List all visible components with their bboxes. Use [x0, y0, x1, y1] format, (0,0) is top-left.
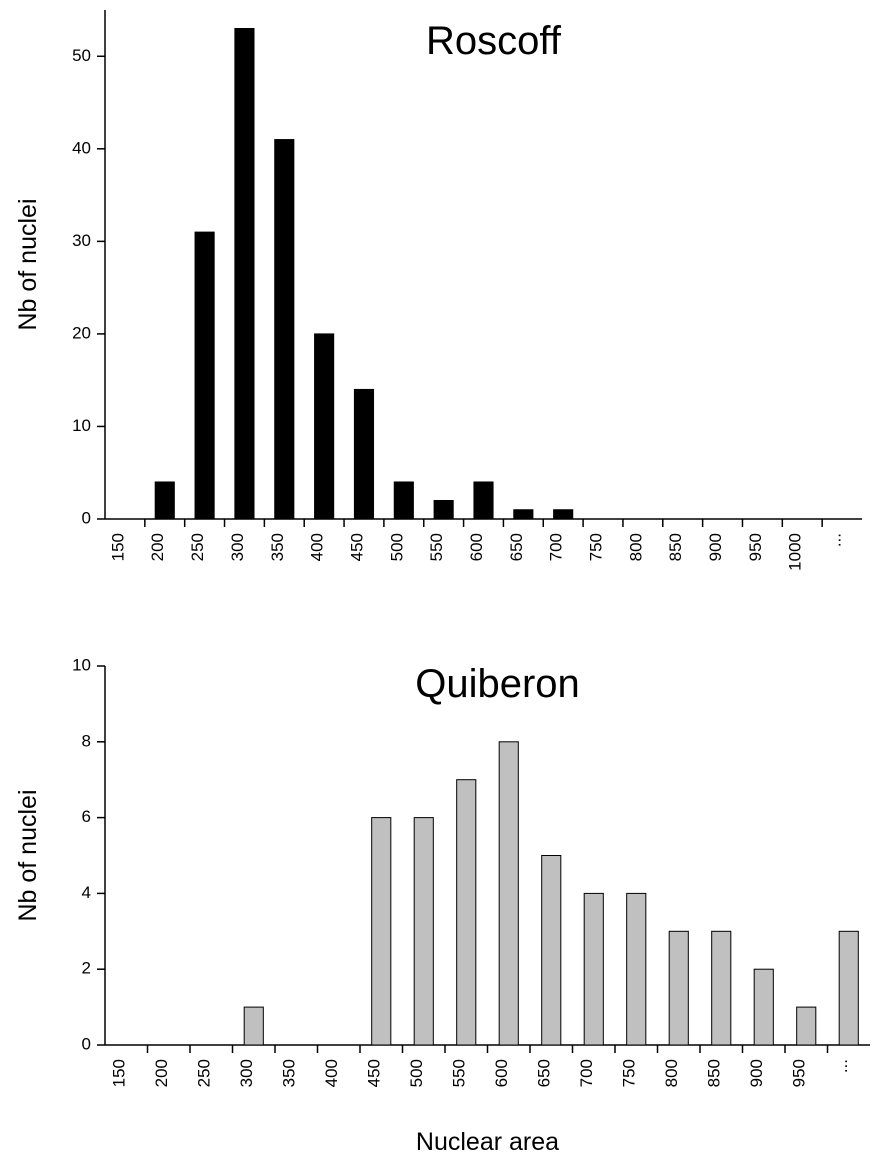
x-tick-label: 500 — [407, 1059, 426, 1087]
bar — [553, 509, 574, 520]
x-tick-label: 750 — [620, 1059, 639, 1087]
y-tick-label: 10 — [72, 416, 91, 435]
x-tick-label: 1000 — [786, 533, 805, 571]
x-tick-label: 400 — [322, 1059, 341, 1087]
bar — [371, 817, 392, 1046]
y-tick-label: 40 — [72, 138, 91, 157]
x-tick-label: 250 — [195, 1059, 214, 1087]
x-tick-label: 850 — [705, 1059, 724, 1087]
y-axis-label: Nb of nuclei — [14, 789, 42, 921]
x-tick-label: 800 — [662, 1059, 681, 1087]
bar — [194, 231, 215, 520]
bar — [353, 388, 375, 520]
x-tick-label: 650 — [535, 1059, 554, 1087]
x-tick-label: 200 — [152, 1059, 171, 1087]
x-tick-label: 300 — [228, 533, 247, 561]
y-tick-label: 20 — [72, 323, 91, 342]
x-axis-label: Nuclear area — [416, 1128, 559, 1156]
bar — [583, 892, 604, 1046]
x-tick-label: 900 — [706, 533, 725, 561]
y-tick-label: 6 — [82, 807, 91, 826]
x-tick-label: 350 — [280, 1059, 299, 1087]
x-tick-label: 150 — [108, 533, 127, 561]
x-tick-label: 500 — [387, 533, 406, 561]
x-tick-label: 300 — [237, 1059, 256, 1087]
bar — [413, 817, 434, 1046]
x-tick-label: 400 — [308, 533, 327, 561]
x-tick-label: ... — [832, 1059, 851, 1073]
x-tick-label: 850 — [666, 533, 685, 561]
x-tick-label: ... — [826, 533, 845, 547]
x-tick-label: 250 — [188, 533, 207, 561]
x-tick-label: 650 — [507, 533, 526, 561]
bar — [393, 481, 414, 520]
bar — [513, 509, 534, 520]
y-tick-label: 2 — [82, 959, 91, 978]
x-tick-label: 700 — [577, 1059, 596, 1087]
bar — [433, 499, 454, 520]
x-tick-label: 600 — [467, 533, 486, 561]
y-tick-label: 0 — [82, 508, 91, 527]
bar — [234, 28, 255, 520]
bar — [498, 741, 519, 1046]
bar — [626, 892, 647, 1046]
x-tick-label: 450 — [347, 533, 366, 561]
bar — [154, 481, 175, 520]
bar — [796, 1006, 817, 1046]
x-tick-label: 200 — [148, 533, 167, 561]
x-tick-label: 150 — [110, 1059, 129, 1087]
x-tick-label: 350 — [268, 533, 287, 561]
y-axis-label: Nb of nuclei — [14, 198, 42, 330]
x-tick-label: 550 — [450, 1059, 469, 1087]
y-tick-label: 50 — [72, 46, 91, 65]
chart-title: Quiberon — [415, 662, 580, 706]
bar — [838, 930, 859, 1046]
x-tick-label: 550 — [427, 533, 446, 561]
bar — [473, 481, 494, 520]
y-tick-label: 0 — [82, 1034, 91, 1053]
x-tick-label: 450 — [365, 1059, 384, 1087]
bar — [753, 968, 774, 1046]
bar — [711, 930, 732, 1046]
chart-title: Roscoff — [426, 19, 562, 63]
y-tick-label: 4 — [82, 883, 91, 902]
bar — [314, 333, 335, 520]
bar — [243, 1006, 264, 1046]
y-tick-label: 8 — [82, 731, 91, 750]
bar — [668, 930, 689, 1046]
x-tick-label: 700 — [547, 533, 566, 561]
x-tick-label: 800 — [626, 533, 645, 561]
x-tick-label: 900 — [747, 1059, 766, 1087]
bar — [456, 779, 477, 1046]
y-tick-label: 30 — [72, 231, 91, 250]
x-tick-label: 950 — [746, 533, 765, 561]
y-tick-label: 10 — [72, 655, 91, 674]
bar — [541, 855, 562, 1046]
x-tick-label: 600 — [492, 1059, 511, 1087]
bar — [274, 139, 295, 520]
x-tick-label: 950 — [790, 1059, 809, 1087]
x-tick-label: 750 — [587, 533, 606, 561]
